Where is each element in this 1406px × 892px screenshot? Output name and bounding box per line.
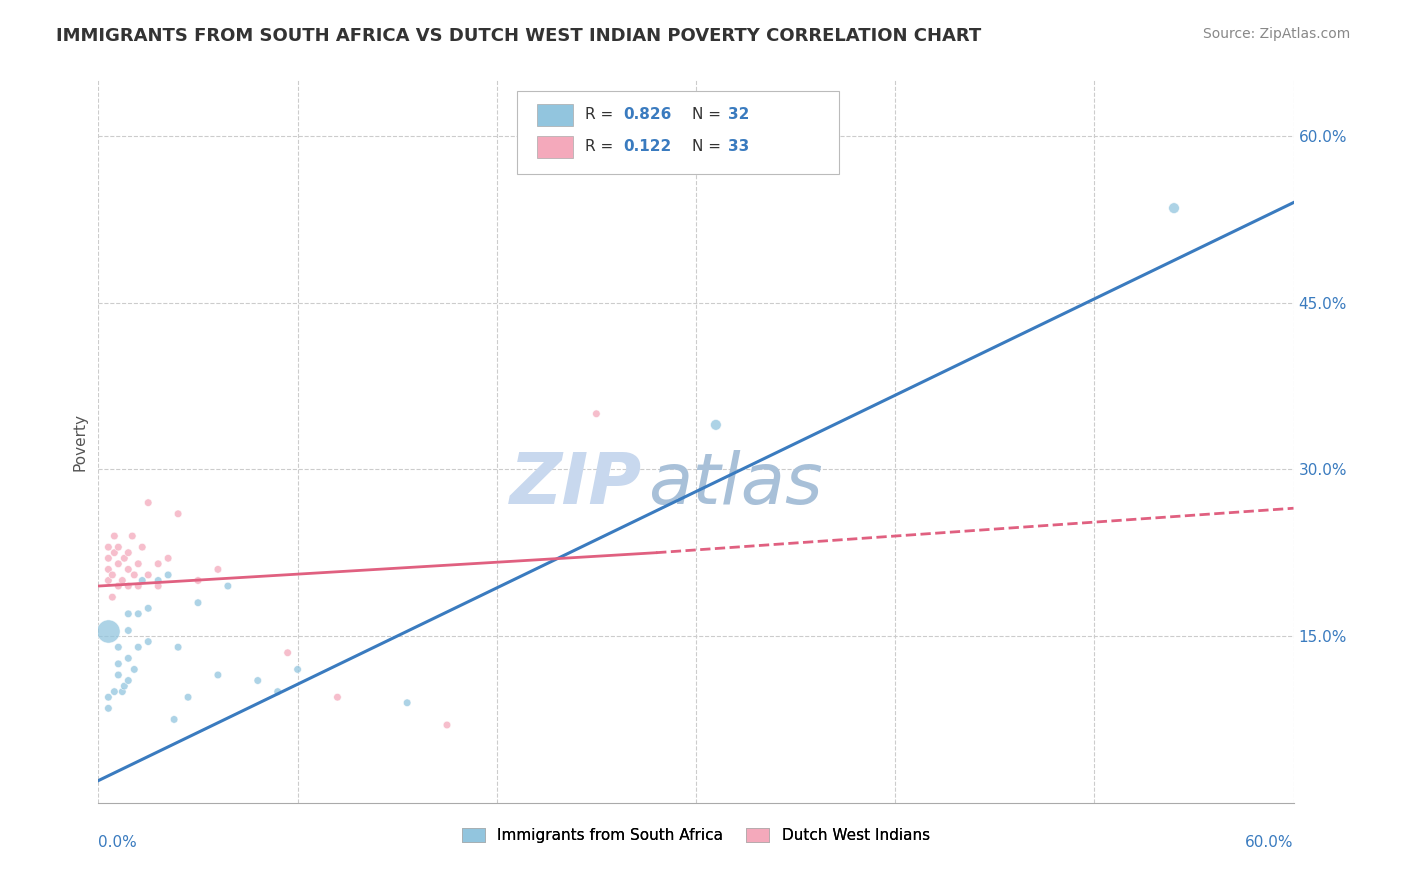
Point: [396, 696, 419, 710]
Point: [127, 557, 149, 571]
Point: [97, 562, 120, 576]
Point: [103, 546, 125, 560]
Point: [1163, 201, 1185, 215]
Point: [136, 496, 159, 510]
Point: [101, 590, 124, 604]
Point: [704, 417, 727, 432]
Point: [157, 551, 180, 566]
Text: IMMIGRANTS FROM SOUTH AFRICA VS DUTCH WEST INDIAN POVERTY CORRELATION CHART: IMMIGRANTS FROM SOUTH AFRICA VS DUTCH WE…: [56, 27, 981, 45]
Point: [136, 634, 159, 648]
Point: [207, 668, 229, 682]
Point: [127, 579, 149, 593]
Text: N =: N =: [692, 139, 727, 154]
Point: [177, 690, 200, 705]
Text: ZIP: ZIP: [510, 450, 643, 519]
Point: [246, 673, 269, 688]
Point: [217, 579, 239, 593]
Point: [101, 568, 124, 582]
Text: 33: 33: [728, 139, 749, 154]
Point: [167, 507, 190, 521]
Point: [97, 540, 120, 554]
Point: [187, 596, 209, 610]
Point: [157, 568, 180, 582]
Point: [111, 684, 134, 698]
Point: [97, 551, 120, 566]
Point: [107, 668, 129, 682]
Text: 60.0%: 60.0%: [1246, 835, 1294, 850]
Point: [277, 646, 299, 660]
Point: [97, 624, 120, 638]
Point: [127, 607, 149, 621]
Point: [117, 651, 139, 665]
Point: [107, 640, 129, 655]
Point: [107, 579, 129, 593]
Point: [127, 640, 149, 655]
Point: [287, 662, 309, 676]
Point: [131, 574, 153, 588]
FancyBboxPatch shape: [517, 91, 839, 174]
Point: [124, 662, 146, 676]
Text: 0.826: 0.826: [623, 107, 672, 122]
Point: [97, 690, 120, 705]
Point: [124, 568, 146, 582]
Point: [97, 701, 120, 715]
Point: [117, 546, 139, 560]
Point: [148, 557, 170, 571]
Point: [117, 579, 139, 593]
Point: [117, 673, 139, 688]
Point: [148, 574, 170, 588]
Point: [207, 562, 229, 576]
Point: [148, 579, 170, 593]
Point: [436, 718, 458, 732]
Text: 0.0%: 0.0%: [98, 835, 138, 850]
Point: [112, 679, 135, 693]
FancyBboxPatch shape: [537, 104, 572, 126]
Point: [267, 684, 290, 698]
Point: [131, 540, 153, 554]
Y-axis label: Poverty: Poverty: [72, 412, 87, 471]
Text: atlas: atlas: [648, 450, 823, 519]
Point: [107, 557, 129, 571]
Text: R =: R =: [585, 139, 619, 154]
Point: [103, 684, 125, 698]
Point: [103, 529, 125, 543]
Point: [585, 407, 607, 421]
Point: [97, 574, 120, 588]
Point: [107, 540, 129, 554]
Point: [136, 601, 159, 615]
Text: 0.122: 0.122: [623, 139, 671, 154]
Point: [163, 713, 186, 727]
Point: [117, 562, 139, 576]
Point: [112, 551, 135, 566]
Point: [326, 690, 349, 705]
Text: R =: R =: [585, 107, 619, 122]
Point: [121, 529, 143, 543]
Point: [117, 624, 139, 638]
Text: Source: ZipAtlas.com: Source: ZipAtlas.com: [1202, 27, 1350, 41]
FancyBboxPatch shape: [537, 136, 572, 158]
Point: [187, 574, 209, 588]
Point: [117, 607, 139, 621]
Text: 32: 32: [728, 107, 749, 122]
Text: N =: N =: [692, 107, 727, 122]
Point: [167, 640, 190, 655]
Point: [136, 568, 159, 582]
Point: [107, 657, 129, 671]
Legend: Immigrants from South Africa, Dutch West Indians: Immigrants from South Africa, Dutch West…: [456, 822, 936, 849]
Point: [111, 574, 134, 588]
